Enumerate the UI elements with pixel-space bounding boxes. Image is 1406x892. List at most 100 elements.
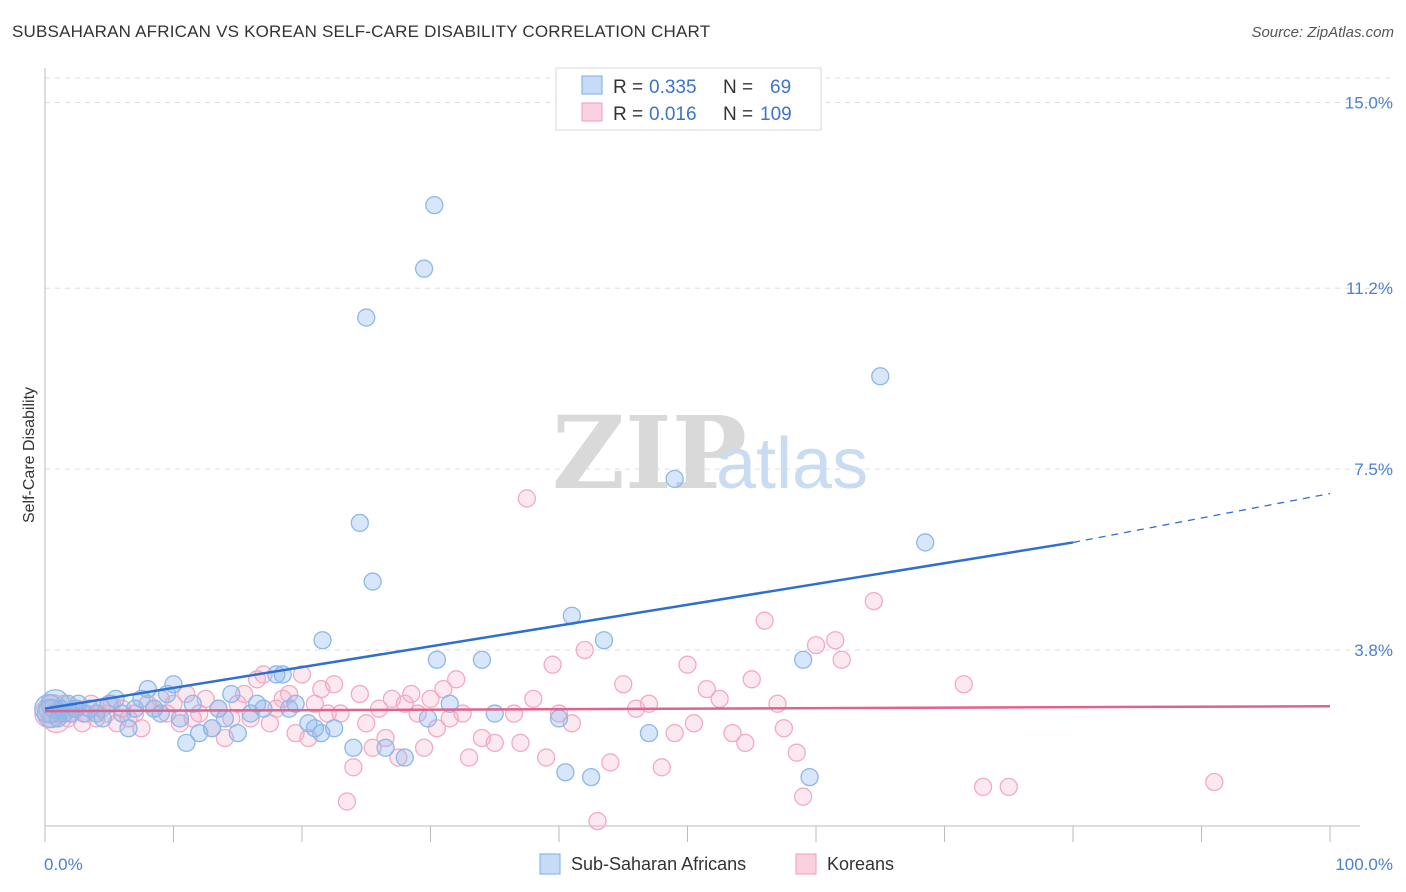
point-sub-saharan-africans-53 bbox=[418, 709, 438, 728]
point-koreans-99 bbox=[787, 743, 806, 762]
point-koreans-60 bbox=[395, 694, 414, 713]
point-koreans-96 bbox=[755, 611, 774, 630]
point-koreans-87 bbox=[652, 758, 671, 777]
point-koreans-63 bbox=[414, 738, 434, 757]
point-koreans-91 bbox=[697, 679, 716, 699]
point-sub-saharan-africans-51 bbox=[395, 748, 414, 767]
point-koreans-84 bbox=[614, 675, 633, 694]
trend-line-sub-saharan-africans bbox=[44, 541, 1074, 710]
trend-line-koreans bbox=[44, 704, 1331, 713]
point-sub-saharan-africans-33 bbox=[228, 723, 247, 743]
legend-n-value-1: 69 bbox=[770, 77, 791, 98]
legend-n-label-2: N = bbox=[723, 104, 753, 125]
point-koreans-89 bbox=[678, 655, 697, 674]
trend-lines bbox=[44, 492, 1331, 713]
point-koreans-40 bbox=[267, 699, 286, 718]
point-koreans-68 bbox=[447, 670, 466, 689]
point-koreans-75 bbox=[517, 489, 537, 508]
point-koreans-108 bbox=[1205, 772, 1224, 792]
y-tick-label-2: 11.2% bbox=[1346, 279, 1393, 298]
point-sub-saharan-africans-25 bbox=[170, 709, 190, 728]
point-koreans-35 bbox=[235, 684, 254, 704]
point-sub-saharan-africans-40 bbox=[286, 694, 305, 713]
point-sub-saharan-africans-29 bbox=[202, 719, 222, 738]
watermark-zip: ZIP bbox=[552, 394, 747, 512]
point-koreans-59 bbox=[389, 748, 408, 767]
point-koreans-88 bbox=[665, 723, 684, 743]
point-sub-saharan-africans-58 bbox=[485, 704, 504, 723]
point-sub-saharan-africans-67 bbox=[800, 767, 819, 787]
watermark-atlas: atlas bbox=[716, 424, 868, 504]
point-koreans-57 bbox=[376, 728, 395, 748]
legend-n-label-1: N = bbox=[723, 77, 753, 98]
point-sub-saharan-africans-48 bbox=[357, 308, 376, 327]
point-koreans-53 bbox=[350, 684, 369, 704]
watermark: ZIP atlas bbox=[552, 394, 868, 512]
point-koreans-102 bbox=[826, 631, 845, 650]
point-koreans-82 bbox=[588, 811, 607, 831]
point-sub-saharan-africans-59 bbox=[549, 709, 569, 728]
point-sub-saharan-africans-56 bbox=[440, 694, 459, 713]
point-koreans-54 bbox=[357, 714, 376, 733]
point-koreans-83 bbox=[601, 753, 620, 772]
point-sub-saharan-africans-20 bbox=[138, 679, 157, 699]
legend-r-label-1: R = bbox=[613, 77, 643, 98]
legend-swatch-blue bbox=[581, 75, 603, 95]
point-sub-saharan-africans-65 bbox=[665, 469, 684, 489]
point-koreans-92 bbox=[710, 689, 729, 709]
point-koreans-93 bbox=[723, 723, 742, 743]
legend-r-value-2: 0.016 bbox=[649, 104, 697, 125]
point-koreans-78 bbox=[543, 655, 562, 674]
bottom-legend-label-sub-saharan: Sub-Saharan Africans bbox=[571, 854, 746, 874]
point-koreans-51 bbox=[337, 792, 357, 811]
point-sub-saharan-africans-45 bbox=[324, 719, 344, 738]
point-sub-saharan-africans-18 bbox=[125, 699, 145, 718]
point-sub-saharan-africans-44 bbox=[313, 631, 332, 650]
y-tick-label-3: 15.0% bbox=[1345, 93, 1393, 112]
point-sub-saharan-africans-66 bbox=[794, 650, 813, 669]
point-sub-saharan-africans-62 bbox=[581, 767, 601, 787]
point-sub-saharan-africans-22 bbox=[151, 704, 170, 723]
point-sub-saharan-africans-57 bbox=[472, 650, 492, 669]
point-sub-saharan-africans-54 bbox=[425, 195, 444, 215]
legend-n-value-2: 109 bbox=[760, 104, 792, 125]
point-sub-saharan-africans-32 bbox=[222, 684, 241, 704]
point-koreans-76 bbox=[524, 689, 543, 709]
tick-labels: 3.8% 7.5% 11.2% 15.0% 0.0% 100.0% bbox=[44, 93, 1393, 874]
top-legend: R = 0.335 N = 69 R = 0.016 N = 109 bbox=[555, 67, 822, 131]
point-koreans-42 bbox=[279, 684, 299, 704]
point-sub-saharan-africans-64 bbox=[639, 723, 659, 743]
point-sub-saharan-africans-27 bbox=[183, 694, 202, 713]
point-koreans-90 bbox=[684, 714, 704, 733]
point-sub-saharan-africans-69 bbox=[916, 533, 935, 552]
legend-r-value-1: 0.335 bbox=[649, 77, 697, 98]
data-points bbox=[34, 195, 1224, 831]
point-sub-saharan-africans-50 bbox=[376, 738, 395, 757]
point-koreans-101 bbox=[806, 635, 826, 655]
point-koreans-95 bbox=[742, 670, 761, 689]
point-koreans-106 bbox=[973, 777, 993, 797]
chart-title: SUBSAHARAN AFRICAN VS KOREAN SELF-CARE D… bbox=[12, 22, 711, 41]
bottom-legend-swatch-blue bbox=[539, 853, 561, 875]
point-sub-saharan-africans-26 bbox=[177, 733, 196, 753]
point-sub-saharan-africans-31 bbox=[215, 709, 235, 728]
bottom-legend-label-koreans: Koreans bbox=[827, 854, 894, 874]
legend-swatch-pink bbox=[581, 102, 603, 122]
bottom-legend: Sub-Saharan Africans Koreans bbox=[539, 853, 894, 875]
point-koreans-70 bbox=[459, 748, 479, 767]
point-sub-saharan-africans-63 bbox=[594, 631, 614, 650]
point-koreans-19 bbox=[132, 719, 151, 738]
point-sub-saharan-africans-36 bbox=[254, 699, 273, 718]
point-koreans-52 bbox=[344, 758, 363, 777]
point-koreans-94 bbox=[736, 733, 755, 753]
point-sub-saharan-africans-17 bbox=[119, 719, 138, 738]
point-sub-saharan-africans-49 bbox=[363, 572, 382, 591]
point-koreans-72 bbox=[485, 733, 504, 753]
point-sub-saharan-africans-46 bbox=[344, 738, 363, 757]
trend-line-sub-saharan-africans-extension bbox=[1072, 492, 1331, 544]
chart-source: Source: ZipAtlas.com bbox=[1251, 24, 1394, 41]
point-koreans-55 bbox=[363, 738, 382, 757]
point-koreans-107 bbox=[999, 777, 1018, 797]
point-koreans-8 bbox=[73, 714, 92, 733]
